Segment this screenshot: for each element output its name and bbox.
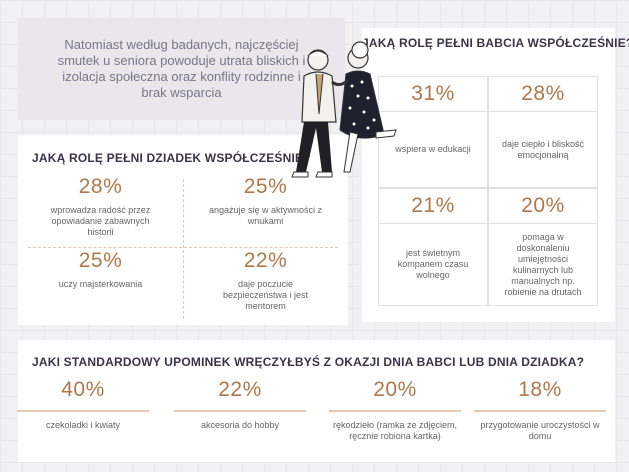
gift-text: rękodzieło (ramka ze zdjęciem, ręcznie r… — [332, 420, 458, 441]
cell-head: 31% — [379, 77, 487, 112]
role-cell: 21% jest świetnym kompanem czasu wolnego — [378, 188, 488, 306]
role-text: wprowadza radość przez opowiadanie zabaw… — [50, 205, 151, 237]
divider — [183, 179, 184, 319]
underline — [329, 410, 461, 412]
cell-body: pomaga w doskonaleniu umiejętności kulin… — [489, 224, 597, 305]
cell-body: wspiera w edukacji — [379, 112, 487, 187]
gift-title: JAKI STANDARDOWY UPOMINEK WRĘCZYŁBYŚ Z O… — [32, 355, 585, 369]
role-text: uczy majsterkowania — [58, 279, 143, 289]
grandpa-title: JAKĄ ROLĘ PEŁNI DZIADEK WSPÓŁCZEŚNIE? — [32, 151, 311, 165]
percent: 40% — [61, 378, 105, 401]
percent: 25% — [78, 249, 123, 272]
role-cell: 28% wprowadza radość przez opowiadanie za… — [18, 175, 183, 238]
gift-cell: 20% — [325, 378, 465, 402]
underline — [17, 410, 149, 412]
role-text: wspiera w edukacji — [395, 144, 471, 154]
percent: 20% — [373, 378, 417, 401]
gift-cell: 40% — [13, 378, 153, 402]
underline — [474, 410, 606, 412]
percent: 18% — [518, 378, 562, 401]
role-cell: 28% daje ciepło i bliskość emocjonalną — [488, 76, 598, 188]
role-cell: 25% uczy majsterkowania — [18, 249, 183, 290]
percent: 20% — [521, 194, 565, 217]
role-cell: 20% pomaga w doskonaleniu umiejętności ku… — [488, 188, 598, 306]
gift-text: akcesoria do hobby — [200, 420, 280, 430]
role-text: pomaga w doskonaleniu umiejętności kulin… — [504, 231, 582, 297]
cell-head: 28% — [489, 77, 597, 112]
cell-head: 20% — [489, 189, 597, 224]
role-text: daje ciepło i bliskość emocjonalną — [501, 138, 585, 160]
cell-body: daje ciepło i bliskość emocjonalną — [489, 112, 597, 187]
gift-cell: 18% — [470, 378, 610, 402]
cell-head: 21% — [379, 189, 487, 224]
cell-body: jest świetnym kompanem czasu wolnego — [379, 224, 487, 305]
percent: 28% — [78, 175, 123, 198]
intro-text: Natomiast według badanych, najczęściej s… — [57, 37, 306, 100]
grandma-title: JAKĄ ROLĘ PEŁNI BABCIA WSPÓŁCZEŚNIE? — [362, 36, 629, 50]
role-cell: 25% angażuje się w aktywności z wnukami — [183, 175, 348, 227]
gift-cell: 22% — [170, 378, 310, 402]
percent: 31% — [411, 82, 455, 105]
percent: 22% — [243, 249, 288, 272]
percent: 22% — [218, 378, 262, 401]
grandma-box: JAKĄ ROLĘ PEŁNI BABCIA WSPÓŁCZEŚNIE? 31%… — [362, 28, 629, 322]
role-text: jest świetnym kompanem czasu wolnego — [397, 248, 469, 280]
underline — [174, 410, 306, 412]
role-cell: 22% daje poczucie bezpieczeństwa i jest m… — [183, 249, 348, 312]
role-text: daje poczucie bezpieczeństwa i jest ment… — [222, 279, 309, 311]
illustration — [291, 41, 397, 178]
gift-text: czekoladki i kwiaty — [45, 420, 121, 430]
percent: 21% — [411, 194, 455, 217]
intro-box: Natomiast według badanych, najczęściej s… — [18, 18, 345, 120]
percent: 28% — [521, 82, 565, 105]
gift-box: JAKI STANDARDOWY UPOMINEK WRĘCZYŁBYŚ Z O… — [17, 340, 615, 462]
gift-text: przygotowanie uroczystości w domu — [480, 420, 600, 441]
divider — [28, 247, 338, 248]
role-text: angażuje się w aktywności z wnukami — [208, 205, 323, 226]
grandpa-box: JAKĄ ROLĘ PEŁNI DZIADEK WSPÓŁCZEŚNIE? 28… — [18, 135, 348, 325]
percent: 25% — [243, 175, 288, 198]
